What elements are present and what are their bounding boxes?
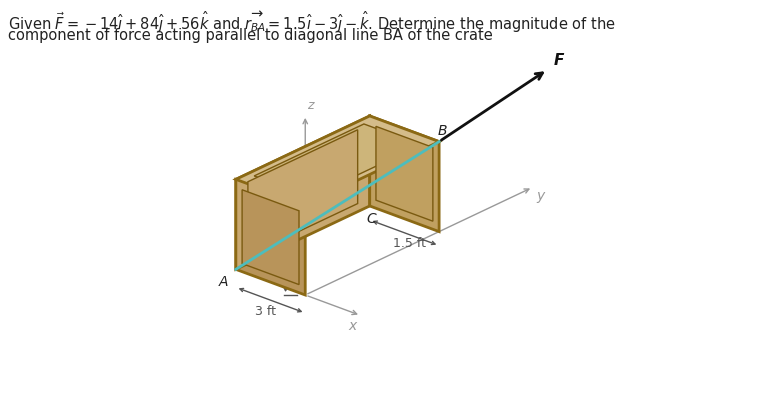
Polygon shape — [254, 124, 421, 197]
Text: 1.5 ft: 1.5 ft — [393, 237, 426, 250]
Polygon shape — [370, 116, 439, 232]
Polygon shape — [242, 190, 299, 285]
Text: y: y — [537, 189, 545, 203]
Text: A: A — [218, 275, 228, 290]
Text: 1 ft: 1 ft — [256, 243, 277, 257]
Text: F: F — [553, 52, 563, 68]
Polygon shape — [236, 179, 305, 295]
Polygon shape — [236, 116, 439, 205]
Polygon shape — [236, 116, 370, 269]
Text: x: x — [349, 319, 357, 332]
Polygon shape — [248, 130, 357, 255]
Text: z: z — [307, 99, 314, 112]
Text: Given $\vec{F} = -14\hat{\imath} + 84\hat{\jmath} + 56\hat{k}$ and $\overrightar: Given $\vec{F} = -14\hat{\imath} + 84\ha… — [8, 10, 615, 35]
Polygon shape — [376, 126, 433, 221]
Text: component of force acting parallel to diagonal line BA of the crate: component of force acting parallel to di… — [8, 28, 493, 43]
Text: 3 ft: 3 ft — [255, 305, 276, 318]
Text: B: B — [437, 124, 447, 138]
Text: C: C — [367, 212, 377, 226]
